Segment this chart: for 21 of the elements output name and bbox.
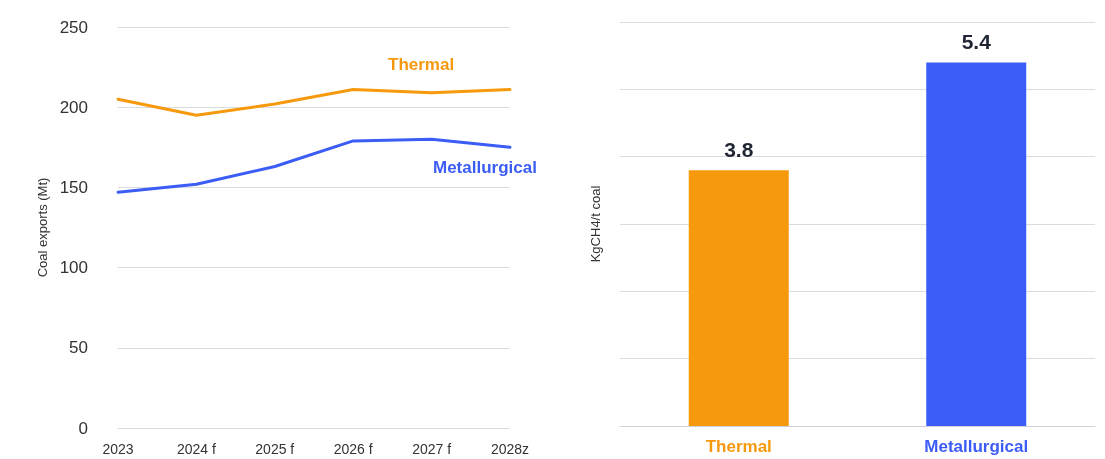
x-tick-label: 2026 f	[333, 441, 373, 457]
data-label: 3.8	[724, 138, 754, 162]
x-tick-label: 2025 f	[255, 441, 295, 457]
y-tick-label: 200	[59, 97, 88, 117]
x-tick-label: 2023	[102, 441, 134, 457]
y-tick-label: 100	[59, 258, 88, 278]
series-label: Thermal	[388, 55, 455, 75]
x-tick-label: 2027 f	[412, 441, 452, 457]
x-tick-label: Metallurgical	[924, 437, 1029, 456]
y-tick-label: 250	[59, 17, 88, 37]
y-tick-label: 50	[69, 338, 88, 358]
y-axis-title: Coal exports (Mt)	[34, 177, 50, 278]
line-series	[116, 88, 512, 117]
y-tick-label: 0	[78, 418, 88, 438]
x-tick-label: Thermal	[705, 437, 772, 456]
y-tick-label: 150	[59, 177, 88, 197]
y-axis-title: KgCH4/t coal	[588, 185, 603, 263]
data-label: 5.4	[961, 30, 992, 54]
x-tick-label: 2028z	[490, 441, 530, 457]
x-tick-label: 2024 f	[176, 441, 216, 457]
series-label: Metallurgical	[433, 157, 537, 177]
